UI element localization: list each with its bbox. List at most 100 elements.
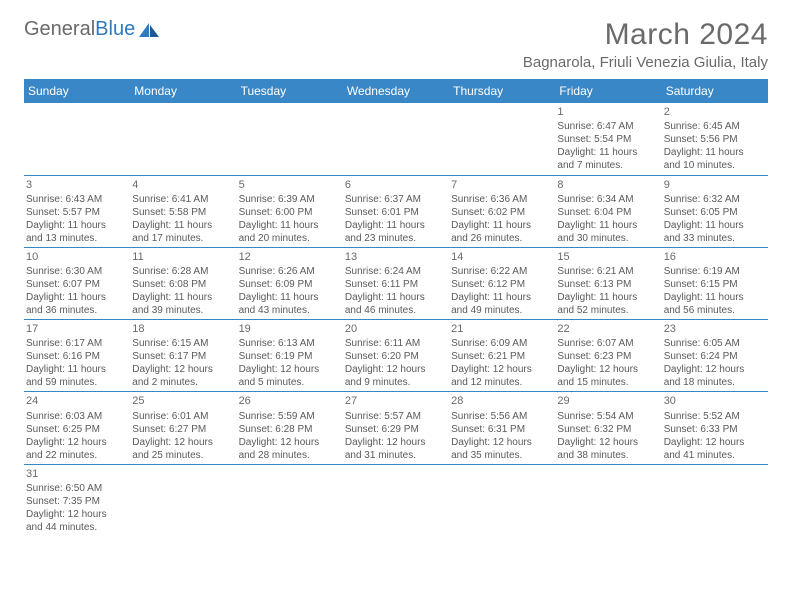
daylight-line-1: Daylight: 11 hours	[557, 219, 659, 232]
calendar-row: 31Sunrise: 6:50 AMSunset: 7:35 PMDayligh…	[24, 464, 768, 536]
sunset-line: Sunset: 6:08 PM	[132, 278, 234, 291]
sunset-line: Sunset: 6:11 PM	[345, 278, 447, 291]
day-number: 8	[557, 178, 659, 192]
sunrise-line: Sunrise: 6:03 AM	[26, 410, 128, 423]
day-number: 17	[26, 322, 128, 336]
daylight-line-1: Daylight: 12 hours	[239, 436, 341, 449]
sunrise-line: Sunrise: 5:57 AM	[345, 410, 447, 423]
daylight-line-1: Daylight: 12 hours	[345, 363, 447, 376]
sunrise-line: Sunrise: 6:50 AM	[26, 482, 128, 495]
daylight-line-2: and 33 minutes.	[664, 232, 766, 245]
sunrise-line: Sunrise: 6:30 AM	[26, 265, 128, 278]
weekday-header: Tuesday	[237, 79, 343, 103]
daylight-line-2: and 18 minutes.	[664, 376, 766, 389]
day-number: 13	[345, 250, 447, 264]
sunset-line: Sunset: 6:00 PM	[239, 206, 341, 219]
calendar-empty-cell	[237, 103, 343, 175]
brand-part2: Blue	[95, 18, 135, 41]
daylight-line-2: and 17 minutes.	[132, 232, 234, 245]
daylight-line-1: Daylight: 12 hours	[26, 508, 128, 521]
month-title: March 2024	[523, 18, 768, 52]
calendar-day-cell: 17Sunrise: 6:17 AMSunset: 6:16 PMDayligh…	[24, 320, 130, 392]
sunset-line: Sunset: 5:54 PM	[557, 133, 659, 146]
daylight-line-2: and 12 minutes.	[451, 376, 553, 389]
sunrise-line: Sunrise: 5:52 AM	[664, 410, 766, 423]
sunset-line: Sunset: 6:21 PM	[451, 350, 553, 363]
daylight-line-1: Daylight: 11 hours	[345, 219, 447, 232]
sunset-line: Sunset: 5:57 PM	[26, 206, 128, 219]
daylight-line-2: and 49 minutes.	[451, 304, 553, 317]
sunrise-line: Sunrise: 6:21 AM	[557, 265, 659, 278]
header: GeneralBlue March 2024 Bagnarola, Friuli…	[24, 18, 768, 71]
calendar-empty-cell	[130, 464, 236, 536]
calendar-day-cell: 21Sunrise: 6:09 AMSunset: 6:21 PMDayligh…	[449, 320, 555, 392]
day-number: 16	[664, 250, 766, 264]
day-number: 31	[26, 467, 128, 481]
day-number: 4	[132, 178, 234, 192]
daylight-line-1: Daylight: 11 hours	[557, 291, 659, 304]
calendar-empty-cell	[237, 464, 343, 536]
day-number: 5	[239, 178, 341, 192]
calendar-day-cell: 3Sunrise: 6:43 AMSunset: 5:57 PMDaylight…	[24, 175, 130, 247]
sunrise-line: Sunrise: 5:56 AM	[451, 410, 553, 423]
daylight-line-2: and 35 minutes.	[451, 449, 553, 462]
sunset-line: Sunset: 6:17 PM	[132, 350, 234, 363]
daylight-line-2: and 44 minutes.	[26, 521, 128, 534]
weekday-header-row: SundayMondayTuesdayWednesdayThursdayFrid…	[24, 79, 768, 103]
sunrise-line: Sunrise: 6:36 AM	[451, 193, 553, 206]
brand-part1: General	[24, 18, 95, 41]
daylight-line-1: Daylight: 12 hours	[664, 436, 766, 449]
sunrise-line: Sunrise: 6:15 AM	[132, 337, 234, 350]
daylight-line-1: Daylight: 11 hours	[664, 219, 766, 232]
calendar-day-cell: 4Sunrise: 6:41 AMSunset: 5:58 PMDaylight…	[130, 175, 236, 247]
daylight-line-1: Daylight: 11 hours	[664, 291, 766, 304]
calendar-day-cell: 15Sunrise: 6:21 AMSunset: 6:13 PMDayligh…	[555, 247, 661, 319]
weekday-header: Wednesday	[343, 79, 449, 103]
day-number: 19	[239, 322, 341, 336]
sunset-line: Sunset: 6:13 PM	[557, 278, 659, 291]
calendar-day-cell: 14Sunrise: 6:22 AMSunset: 6:12 PMDayligh…	[449, 247, 555, 319]
sunset-line: Sunset: 6:28 PM	[239, 423, 341, 436]
sunset-line: Sunset: 6:02 PM	[451, 206, 553, 219]
day-number: 21	[451, 322, 553, 336]
day-number: 18	[132, 322, 234, 336]
daylight-line-1: Daylight: 11 hours	[26, 363, 128, 376]
sunset-line: Sunset: 6:31 PM	[451, 423, 553, 436]
sunrise-line: Sunrise: 6:26 AM	[239, 265, 341, 278]
sunrise-line: Sunrise: 6:09 AM	[451, 337, 553, 350]
sunset-line: Sunset: 6:25 PM	[26, 423, 128, 436]
daylight-line-2: and 59 minutes.	[26, 376, 128, 389]
sunrise-line: Sunrise: 6:19 AM	[664, 265, 766, 278]
day-number: 9	[664, 178, 766, 192]
daylight-line-1: Daylight: 11 hours	[451, 291, 553, 304]
day-number: 10	[26, 250, 128, 264]
daylight-line-2: and 23 minutes.	[345, 232, 447, 245]
daylight-line-2: and 25 minutes.	[132, 449, 234, 462]
calendar-empty-cell	[449, 103, 555, 175]
sunrise-line: Sunrise: 6:47 AM	[557, 120, 659, 133]
sunset-line: Sunset: 6:33 PM	[664, 423, 766, 436]
daylight-line-2: and 56 minutes.	[664, 304, 766, 317]
sunrise-line: Sunrise: 6:07 AM	[557, 337, 659, 350]
daylight-line-1: Daylight: 12 hours	[132, 436, 234, 449]
sunrise-line: Sunrise: 6:13 AM	[239, 337, 341, 350]
calendar-day-cell: 29Sunrise: 5:54 AMSunset: 6:32 PMDayligh…	[555, 392, 661, 464]
daylight-line-2: and 39 minutes.	[132, 304, 234, 317]
daylight-line-1: Daylight: 11 hours	[239, 219, 341, 232]
day-number: 30	[664, 394, 766, 408]
calendar-day-cell: 12Sunrise: 6:26 AMSunset: 6:09 PMDayligh…	[237, 247, 343, 319]
calendar-empty-cell	[449, 464, 555, 536]
calendar-day-cell: 28Sunrise: 5:56 AMSunset: 6:31 PMDayligh…	[449, 392, 555, 464]
calendar-empty-cell	[343, 464, 449, 536]
daylight-line-2: and 2 minutes.	[132, 376, 234, 389]
sunset-line: Sunset: 6:07 PM	[26, 278, 128, 291]
weekday-header: Saturday	[662, 79, 768, 103]
sail-icon	[139, 23, 161, 37]
sunset-line: Sunset: 7:35 PM	[26, 495, 128, 508]
daylight-line-1: Daylight: 11 hours	[345, 291, 447, 304]
sunrise-line: Sunrise: 6:34 AM	[557, 193, 659, 206]
sunset-line: Sunset: 6:09 PM	[239, 278, 341, 291]
calendar-day-cell: 2Sunrise: 6:45 AMSunset: 5:56 PMDaylight…	[662, 103, 768, 175]
day-number: 23	[664, 322, 766, 336]
weekday-header: Friday	[555, 79, 661, 103]
